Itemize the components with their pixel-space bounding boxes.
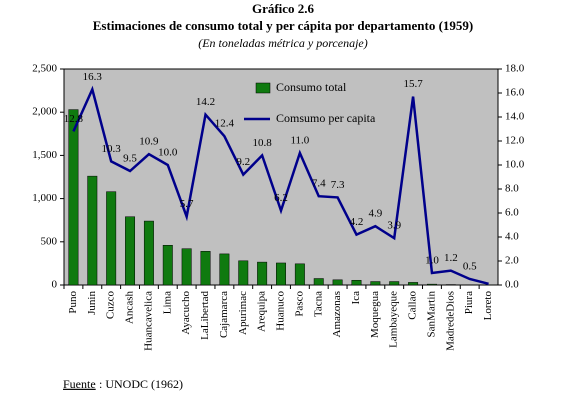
y-tick-label: 1,000 [32,192,57,204]
x-tick-label: Tacna [312,291,324,317]
data-label: 16.3 [83,71,103,83]
data-label: 9.2 [236,156,250,168]
x-tick-label: Cajamarca [218,291,230,338]
x-tick-label: Piura [463,291,475,314]
bar [238,260,249,286]
data-label: 3.9 [387,220,401,232]
plot-area [63,68,499,286]
x-tick-label: Ayacucho [180,291,192,335]
x-tick-label: Callao [407,291,419,320]
x-tick-label: Lambayeque [388,291,400,348]
legend-swatch [255,82,271,94]
bar [181,248,192,286]
x-tick-label: Amazonas [331,291,343,337]
data-label: 5.7 [180,198,194,210]
line [72,85,489,286]
bar [313,278,324,286]
x-tick-label: Apurimac [237,291,249,335]
x-tick-label: MadredeDios [444,291,456,351]
source-text: : UNODC (1962) [99,377,183,391]
data-label: 6.2 [274,192,288,204]
y2-tick-label: 4.0 [505,231,519,243]
bar [219,253,230,286]
y2-tick-label: 12.0 [505,135,525,147]
bar [143,220,154,286]
data-label: 10.3 [102,143,122,155]
bar [389,281,400,286]
bar [125,216,136,286]
data-label: 14.2 [196,96,215,108]
x-tick-label: Junin [86,291,98,315]
data-label: 1.2 [444,252,458,264]
x-tick-label: Huancavelica [142,291,154,351]
x-tick-label: Arequipa [256,291,268,332]
y2-tick-label: 18.0 [505,63,525,75]
y2-tick-label: 14.0 [505,111,525,123]
y2-tick-label: 16.0 [505,87,525,99]
y2-tick-label: 2.0 [505,255,519,267]
y-tick-label: 500 [41,235,58,247]
data-label: 1.0 [425,255,439,267]
x-tick-label: Puno [67,291,79,314]
x-tick-label: Lima [161,291,173,314]
bar [294,263,305,286]
x-tick-label: LaLibertad [199,291,211,340]
legend-label: Consumo total [276,80,347,94]
chart-title: Gráfico 2.6 [252,1,315,16]
y-tick-label: 2,000 [32,106,57,118]
data-label: 4.2 [350,216,364,228]
data-label: 12.4 [215,118,235,130]
bar [351,279,362,286]
x-tick-label: Cuzco [105,291,117,320]
y-tick-label: 2,500 [32,63,57,75]
bar [257,261,268,286]
x-tick-label: Pasco [293,291,305,317]
data-label: 15.7 [403,78,423,90]
bar [200,251,211,286]
data-label: 0.5 [463,261,477,273]
x-tick-label: Loreto [482,291,494,321]
bar [162,245,173,286]
data-label: 10.8 [253,137,273,149]
data-label: 7.4 [312,178,326,190]
data-label: 7.3 [331,179,345,191]
bar [408,282,419,286]
data-label: 4.9 [368,208,382,220]
x-tick-label: Ancash [124,291,136,324]
y-tick-label: 0 [52,279,58,291]
y2-tick-label: 0.0 [505,279,519,291]
legend-label: Comsumo per capita [276,111,376,125]
data-label: 10.0 [158,147,178,159]
x-tick-label: Huanuco [275,291,287,331]
data-label: 12.8 [64,113,84,125]
data-label: 9.5 [123,153,137,165]
x-tick-label: Moquegua [369,291,381,338]
y-tick-label: 1,500 [32,149,57,161]
data-label: 10.9 [139,136,159,148]
data-label: 11.0 [290,135,309,147]
y2-tick-label: 8.0 [505,183,519,195]
bar [68,109,79,286]
chart-subtitle: Estimaciones de consumo total y per cápi… [93,18,473,33]
bar [370,281,381,286]
y2-tick-label: 6.0 [505,207,519,219]
bar [106,191,117,286]
bar [276,262,286,286]
bar [332,279,343,286]
bar [426,283,437,286]
x-tick-label: SanMartin [425,291,437,338]
chart-note: (En toneladas métrica y porcenaje) [198,36,368,50]
x-tick-label: Ica [350,291,362,305]
source-label: Fuente [63,377,96,391]
bar [87,175,98,286]
y2-tick-label: 10.0 [505,159,525,171]
